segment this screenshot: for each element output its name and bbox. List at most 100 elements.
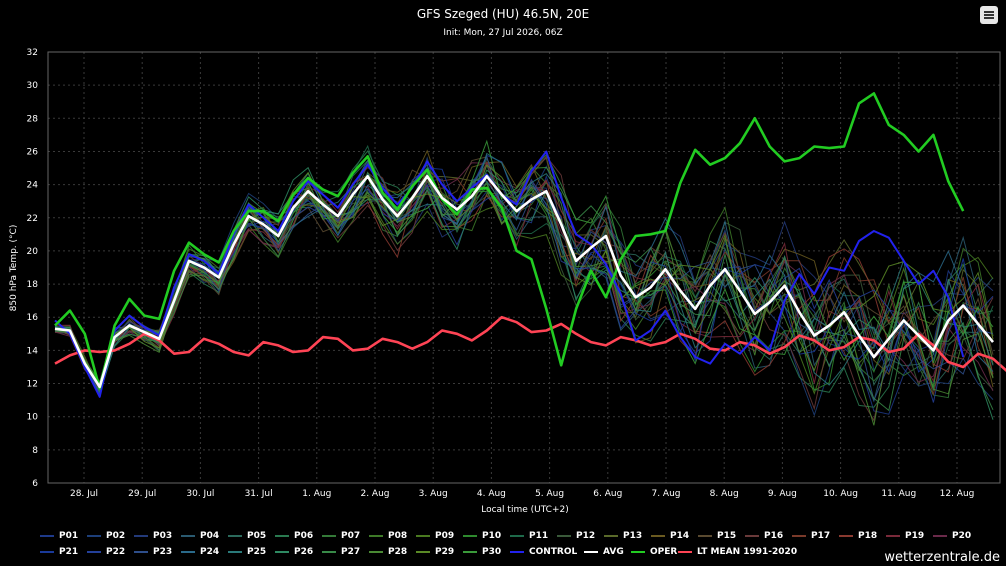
y-tick-label: 6 [32,479,38,489]
x-tick-label: 10. Aug [823,489,858,499]
x-axis-label: Local time (UTC+2) [481,505,569,515]
legend-item-p09[interactable]: P09 [416,528,454,544]
legend-item-p01[interactable]: P01 [40,528,78,544]
legend-swatch [228,551,242,553]
legend-swatch [87,551,101,553]
legend-item-p12[interactable]: P12 [557,528,595,544]
ensemble-line-p21 [54,154,994,391]
chart-title: GFS Szeged (HU) 46.5N, 20E [416,7,590,21]
legend-label: P15 [717,531,737,541]
legend-label: P01 [59,531,79,541]
legend-label: P25 [247,547,267,557]
y-axis-label: 850 hPa Temp. (°C) [9,225,19,312]
y-tick-label: 20 [27,247,39,257]
ensemble-line-p23 [54,155,994,402]
legend-item-p23[interactable]: P23 [134,544,172,560]
legend-label: P19 [905,531,925,541]
legend-item-p25[interactable]: P25 [228,544,266,560]
legend-item-p21[interactable]: P21 [40,544,78,560]
legend-swatch [792,535,806,537]
legend-swatch [651,535,665,537]
legend-item-p22[interactable]: P22 [87,544,125,560]
x-tick-label: 31. Jul [245,489,273,499]
legend-label: P27 [341,547,361,557]
legend-swatch [134,551,148,553]
legend-label: LT MEAN 1991-2020 [697,547,798,557]
legend-label: P17 [811,531,831,541]
legend-item-p17[interactable]: P17 [792,528,830,544]
legend-label: P28 [388,547,408,557]
legend-item-p30[interactable]: P30 [463,544,501,560]
y-tick-label: 8 [32,446,38,456]
x-tick-label: 9. Aug [768,489,797,499]
legend-label: P03 [153,531,173,541]
legend-item-p13[interactable]: P13 [604,528,642,544]
legend-item-p26[interactable]: P26 [275,544,313,560]
y-tick-label: 10 [27,413,39,423]
series-line-avg [54,175,995,389]
legend-swatch [40,535,54,537]
legend-item-p02[interactable]: P02 [87,528,125,544]
legend-swatch [369,535,383,537]
legend-label: P26 [294,547,314,557]
legend-swatch [275,551,289,553]
legend-item-p20[interactable]: P20 [933,528,971,544]
legend-item-p05[interactable]: P05 [228,528,266,544]
legend-swatch [463,551,477,553]
legend-item-p14[interactable]: P14 [651,528,689,544]
legend-label: P06 [294,531,314,541]
series-line-lt-mean-1991-2020 [54,315,1006,372]
legend-item-p16[interactable]: P16 [745,528,783,544]
legend-item-p27[interactable]: P27 [322,544,360,560]
x-tick-label: 3. Aug [419,489,448,499]
legend-label: P08 [388,531,408,541]
legend-swatch [510,535,524,537]
legend-item-control[interactable]: CONTROL [510,544,577,560]
legend-item-p19[interactable]: P19 [886,528,924,544]
legend-item-p29[interactable]: P29 [416,544,454,560]
legend-item-oper[interactable]: OPER [631,544,677,560]
y-tick-label: 30 [27,81,39,91]
x-tick-label: 8. Aug [710,489,739,499]
y-tick-label: 18 [27,280,39,290]
legend-item-p18[interactable]: P18 [839,528,877,544]
legend-item-p11[interactable]: P11 [510,528,548,544]
legend-item-lt-mean-1991-2020[interactable]: LT MEAN 1991-2020 [678,544,797,560]
legend-item-p07[interactable]: P07 [322,528,360,544]
legend-item-p03[interactable]: P03 [134,528,172,544]
legend-item-p10[interactable]: P10 [463,528,501,544]
ensemble-lines [54,139,994,426]
x-tick-label: 30. Jul [186,489,214,499]
legend-swatch [933,535,947,537]
legend-label: P12 [576,531,596,541]
legend-label: P10 [482,531,502,541]
x-tick-label: 1. Aug [302,489,331,499]
legend-item-p06[interactable]: P06 [275,528,313,544]
legend-item-p08[interactable]: P08 [369,528,407,544]
y-tick-label: 32 [27,48,38,58]
legend-swatch [839,535,853,537]
x-tick-label: 6. Aug [593,489,622,499]
legend-label: P22 [106,547,126,557]
series-line-control [54,150,965,398]
legend-swatch [134,535,148,537]
legend-item-avg[interactable]: AVG [584,544,624,560]
legend-item-p28[interactable]: P28 [369,544,407,560]
hamburger-menu-icon[interactable] [980,6,998,24]
x-tick-label: 7. Aug [651,489,680,499]
series-line-oper [54,92,965,390]
legend-swatch [275,535,289,537]
legend-item-p24[interactable]: P24 [181,544,219,560]
legend-swatch [322,535,336,537]
legend-item-p15[interactable]: P15 [698,528,736,544]
legend-item-p04[interactable]: P04 [181,528,219,544]
legend-swatch [510,551,524,553]
legend-swatch [416,535,430,537]
legend-label: P09 [435,531,455,541]
y-tick-label: 26 [27,147,39,157]
legend-swatch [698,535,712,537]
legend-label: P24 [200,547,220,557]
y-tick-label: 28 [27,114,39,124]
x-tick-label: 4. Aug [477,489,506,499]
legend-label: OPER [650,547,678,557]
